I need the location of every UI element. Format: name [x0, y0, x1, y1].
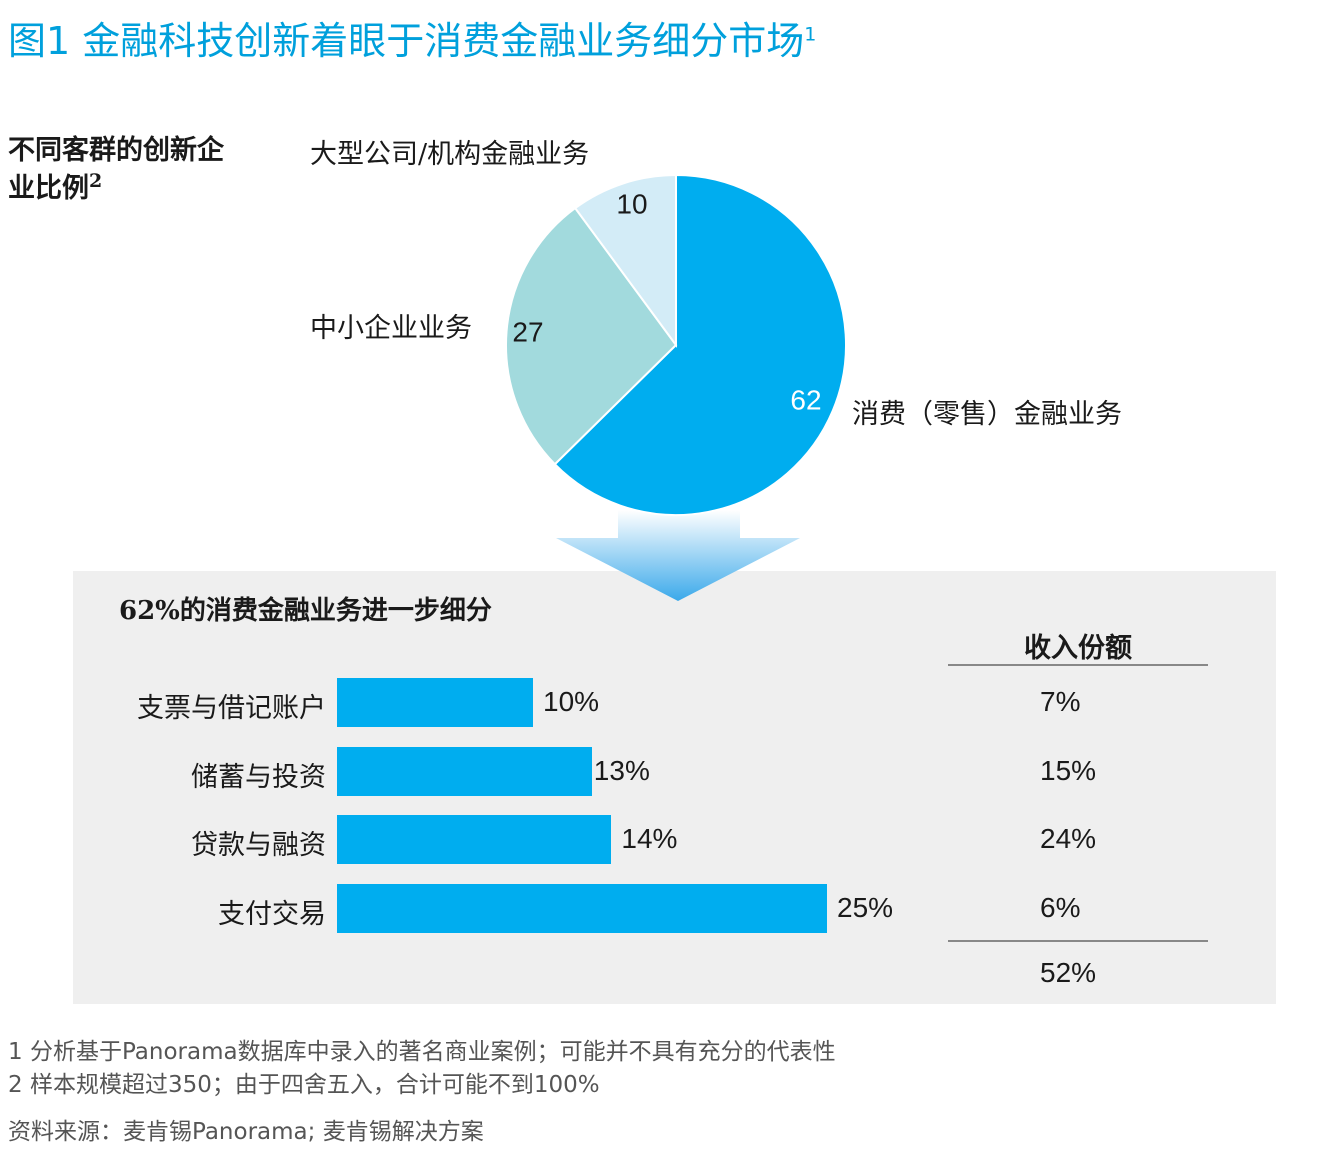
bar-loans-financing: [337, 815, 612, 864]
revenue-share-payments: 6%: [1040, 892, 1081, 923]
revenue-share-savings-investment: 15%: [1040, 755, 1097, 786]
pie-side-label-footnote-ref: 2: [89, 170, 103, 192]
total-rule: [948, 940, 1208, 942]
source-note: 资料来源：麦肯锡Panorama; 麦肯锡解决方案: [8, 1119, 484, 1145]
figure-title-footnote-ref: 1: [804, 23, 817, 46]
pie-side-label-text: 不同客群的创新企业比例: [8, 135, 224, 204]
figure-title-text: 图1 金融科技创新着眼于消费金融业务细分市场: [8, 19, 805, 63]
revenue-share-total: 52%: [1040, 957, 1097, 988]
breakdown-title: 62%的消费金融业务进一步细分: [119, 596, 492, 626]
bar-label-checking-debit: 支票与借记账户: [137, 693, 326, 724]
bar-payments: [337, 884, 827, 933]
pie-slice-large-corp: [573, 173, 677, 349]
bar-value-savings-investment: 13%: [593, 755, 650, 786]
pie-label-large-corp: 大型公司/机构金融业务: [310, 139, 590, 170]
bar-savings-investment: [337, 747, 592, 796]
revenue-share-header: 收入份额: [1024, 633, 1132, 664]
pie-label-sme: 中小企业业务: [310, 313, 472, 344]
bar-value-payments: 25%: [837, 892, 894, 923]
down-arrow-icon: [556, 510, 800, 601]
header-rule: [948, 664, 1208, 666]
bar-value-checking-debit: 10%: [543, 686, 600, 717]
bar-label-savings-investment: 储蓄与投资: [191, 762, 326, 793]
revenue-share-checking-debit: 7%: [1040, 686, 1081, 717]
footnote-2: 2 样本规模超过350；由于四舍五入，合计可能不到100%: [8, 1072, 600, 1098]
pie-label-consumer: 消费（零售）金融业务: [852, 399, 1122, 430]
pie-value-consumer: 62: [790, 384, 821, 415]
bar-value-loans-financing: 14%: [621, 823, 678, 854]
bar-label-payments: 支付交易: [218, 899, 326, 930]
pie-side-label: 不同客群的创新企业比例2: [8, 132, 238, 208]
revenue-share-loans-financing: 24%: [1040, 823, 1097, 854]
figure-title: 图1 金融科技创新着眼于消费金融业务细分市场1: [8, 10, 816, 65]
pie-value-large-corp: 10: [616, 188, 647, 219]
bar-checking-debit: [337, 678, 533, 727]
bar-label-loans-financing: 贷款与融资: [191, 830, 326, 861]
pie-slice-sme: [505, 206, 678, 466]
footnote-1: 1 分析基于Panorama数据库中录入的著名商业案例；可能并不具有充分的代表性: [8, 1039, 836, 1065]
pie-value-sme: 27: [512, 316, 543, 347]
pie-slice-consumer: [553, 173, 847, 516]
